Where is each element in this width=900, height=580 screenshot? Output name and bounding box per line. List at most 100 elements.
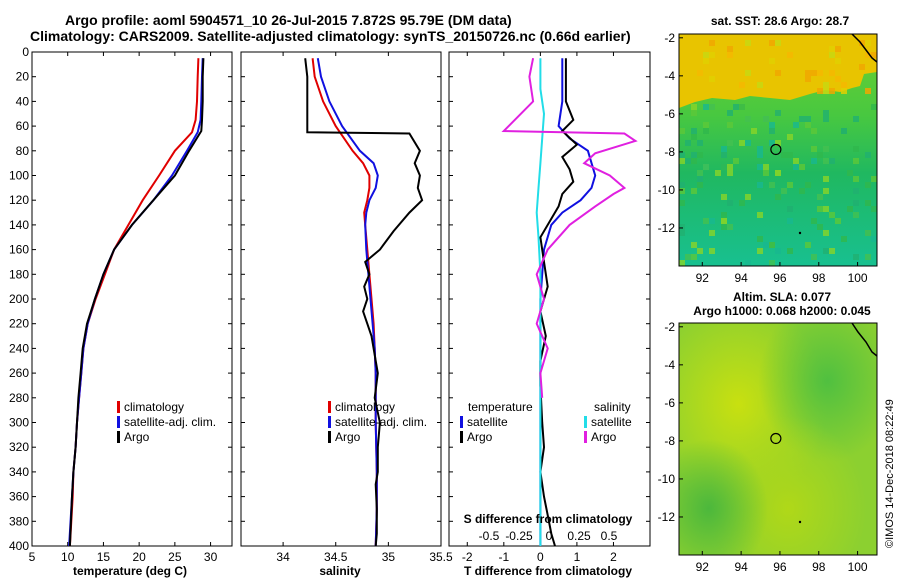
sst-pixel [871, 52, 877, 58]
sst-pixel [811, 218, 817, 224]
sla-island-dot [798, 520, 802, 524]
difference-yticks [449, 51, 650, 547]
ytick-label: 160 [9, 243, 29, 257]
sst-pixel [703, 52, 709, 58]
map-xtick-label: 98 [812, 271, 826, 285]
s-diff-tick-label: 0 [546, 529, 553, 543]
sst-pixel [823, 206, 829, 212]
sst-pixel [769, 40, 775, 46]
sst-pixel [823, 116, 829, 122]
sst-pixel [853, 146, 859, 152]
sst-pixel [709, 230, 715, 236]
sst-pixel [757, 248, 763, 254]
sla-map-ticks: 92 94 96 98 100 -2 -4 -6 -8 -10 -12 [658, 320, 868, 574]
sst-pixel [745, 260, 751, 266]
sst-pixel [823, 158, 829, 164]
sst-coastline [851, 33, 878, 63]
sst-argo-location [770, 143, 782, 156]
sst-pixel [865, 40, 871, 46]
sst-pixel [775, 40, 781, 46]
sst-pixel [703, 58, 709, 64]
map-xtick-label: 92 [696, 271, 710, 285]
sst-pixel [679, 224, 685, 230]
sst-pixel [697, 248, 703, 254]
sst-pixel [865, 254, 871, 260]
sst-pixel [835, 76, 841, 82]
sst-pixel [787, 248, 793, 254]
sst-pixel [727, 164, 733, 170]
s-diff-tick-label: -0.25 [505, 529, 533, 543]
difference-plot-frame [448, 51, 651, 547]
sst-pixel [769, 242, 775, 248]
sla-map: Altim. SLA: 0.077 Argo h1000: 0.068 h200… [658, 290, 878, 574]
legend-label: climatology [124, 400, 184, 414]
sst-pixel [769, 58, 775, 64]
legend-swatch [328, 431, 331, 443]
legend-swatch [584, 431, 587, 443]
sst-pixel [709, 248, 715, 254]
sst-pixel [871, 104, 877, 110]
sst-pixel [787, 134, 793, 140]
temperature-xlabel: temperature (deg C) [73, 564, 187, 578]
map-ytick-label: -10 [658, 183, 676, 197]
legend-label: Argo [124, 430, 150, 444]
sst-pixel [769, 140, 775, 146]
xtick-label: 25 [168, 550, 182, 564]
map-ytick-label: -10 [658, 472, 676, 486]
sst-pixel [805, 122, 811, 128]
sst-pixel [721, 194, 727, 200]
sst-pixel [841, 236, 847, 242]
imos-credit: ©IMOS 14-Dec-2018 08:22:49 [884, 399, 896, 548]
s-diff-tick-label: -0.5 [479, 529, 500, 543]
sst-pixel [691, 110, 697, 116]
xtick-label: 35 [382, 550, 396, 564]
map-ytick-label: -12 [658, 510, 676, 524]
sst-pixel [817, 224, 823, 230]
sst-pixel [733, 158, 739, 164]
sst-pixel [751, 128, 757, 134]
sst-pixel [721, 164, 727, 170]
xtick-label: -2 [462, 550, 473, 564]
map-ytick-label: -6 [664, 107, 675, 121]
ytick-label: 220 [9, 317, 29, 331]
salinity-xticks: 34 34.5 35 35.5 [276, 52, 453, 564]
ytick-label: 400 [9, 539, 29, 553]
ytick-label: 0 [22, 45, 29, 59]
sst-pixel [841, 88, 847, 94]
sst-pixel [715, 170, 721, 176]
sst-pixel [727, 110, 733, 116]
sst-pixel [835, 218, 841, 224]
sst-pixel [811, 146, 817, 152]
ytick-label: 240 [9, 341, 29, 355]
legend-swatch [117, 401, 120, 413]
sst-pixel [721, 146, 727, 152]
ytick-label: 40 [16, 94, 30, 108]
sst-pixel [871, 176, 877, 182]
xtick-label: 1 [574, 550, 581, 564]
map-ytick-label: -8 [664, 434, 675, 448]
xtick-label: 5 [29, 550, 36, 564]
sst-pixel [805, 70, 811, 76]
sst-pixel [811, 70, 817, 76]
xtick-label: -1 [498, 550, 509, 564]
sst-pixel [823, 88, 829, 94]
map-ytick-label: -8 [664, 145, 675, 159]
sst-pixel [829, 212, 835, 218]
salinity-series [304, 58, 424, 546]
ytick-label: 140 [9, 218, 29, 232]
sst-pixel [775, 248, 781, 254]
sst-pixel [865, 200, 871, 206]
sst-pixel [697, 182, 703, 188]
sst-pixel [697, 170, 703, 176]
sst-pixel [727, 46, 733, 52]
sst-pixel [745, 194, 751, 200]
sst-pixel [757, 146, 763, 152]
sst-pixel [793, 164, 799, 170]
sst-map-frame [678, 33, 878, 267]
sst-pixel [745, 40, 751, 46]
ytick-label: 280 [9, 391, 29, 405]
sst-pixel [805, 182, 811, 188]
sst-pixel [697, 70, 703, 76]
